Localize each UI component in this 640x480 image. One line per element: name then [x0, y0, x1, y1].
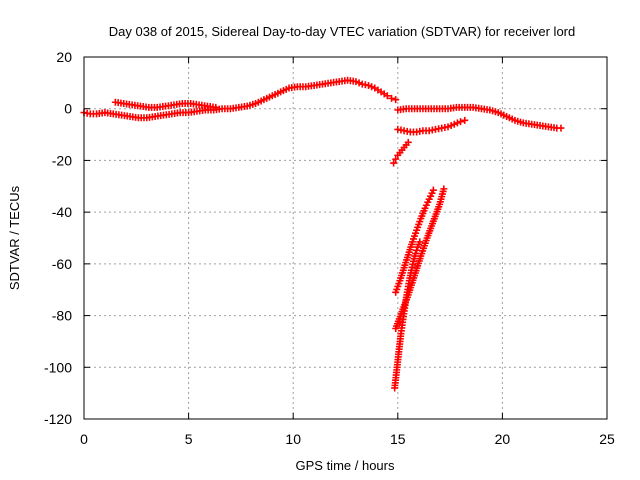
data-point	[352, 78, 360, 86]
grid	[84, 57, 607, 419]
data-point	[383, 92, 391, 100]
y-tick-label: -60	[52, 256, 72, 272]
data-point	[444, 123, 452, 131]
data-point	[404, 138, 412, 146]
data-point	[413, 246, 421, 254]
data-point	[392, 96, 400, 104]
data-point	[392, 155, 400, 163]
data-point	[355, 79, 363, 87]
x-tick-label: 10	[285, 431, 301, 447]
data-point	[457, 118, 465, 126]
data-series	[392, 186, 437, 296]
x-tick-label: 25	[599, 431, 615, 447]
data-series	[394, 116, 469, 136]
data-point	[461, 116, 469, 124]
x-tick-label: 0	[80, 431, 88, 447]
data-point	[368, 83, 376, 91]
data-point	[440, 185, 448, 193]
data-point	[390, 159, 398, 167]
data-point	[429, 186, 437, 194]
data-point	[447, 122, 455, 130]
chart-title: Day 038 of 2015, Sidereal Day-to-day VTE…	[109, 24, 576, 39]
series	[80, 76, 565, 392]
y-tick-label: 0	[64, 101, 72, 117]
x-tick-label: 5	[185, 431, 193, 447]
x-tick-label: 20	[495, 431, 511, 447]
data-series	[390, 138, 412, 167]
data-series	[394, 103, 565, 132]
data-point	[212, 103, 220, 111]
ticks: 0 5 10 15 20 25 20 0 -20 -40 -60 -80 -100 -120	[44, 49, 615, 447]
y-tick-label: -40	[52, 204, 72, 220]
x-axis-label: GPS time / hours	[296, 458, 395, 473]
data-point	[450, 120, 458, 128]
data-point	[412, 250, 420, 258]
data-point	[388, 94, 396, 102]
data-series	[111, 98, 220, 111]
data-point	[416, 238, 424, 246]
plot-frame	[83, 56, 608, 420]
data-point	[365, 81, 373, 89]
y-tick-label: 20	[56, 49, 72, 65]
y-tick-label: -100	[44, 359, 72, 375]
y-axis-label: SDTVAR / TECUs	[7, 185, 22, 290]
data-point	[557, 124, 565, 132]
data-series	[80, 76, 400, 122]
data-series	[391, 238, 424, 392]
data-point	[453, 119, 461, 127]
y-tick-label: -80	[52, 308, 72, 324]
y-tick-label: -20	[52, 152, 72, 168]
y-tick-label: -120	[44, 411, 72, 427]
data-series	[392, 185, 448, 332]
x-tick-label: 15	[390, 431, 406, 447]
